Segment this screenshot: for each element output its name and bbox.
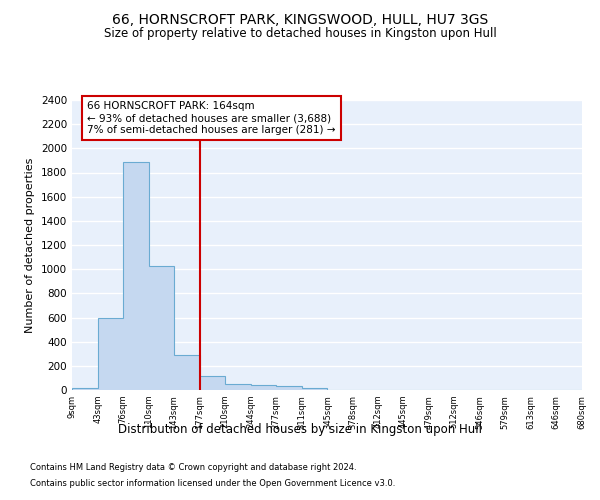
- Text: Contains HM Land Registry data © Crown copyright and database right 2024.: Contains HM Land Registry data © Crown c…: [30, 464, 356, 472]
- Text: Size of property relative to detached houses in Kingston upon Hull: Size of property relative to detached ho…: [104, 28, 496, 40]
- Text: Contains public sector information licensed under the Open Government Licence v3: Contains public sector information licen…: [30, 478, 395, 488]
- Text: 66, HORNSCROFT PARK, KINGSWOOD, HULL, HU7 3GS: 66, HORNSCROFT PARK, KINGSWOOD, HULL, HU…: [112, 12, 488, 26]
- Y-axis label: Number of detached properties: Number of detached properties: [25, 158, 35, 332]
- Text: Distribution of detached houses by size in Kingston upon Hull: Distribution of detached houses by size …: [118, 422, 482, 436]
- Text: 66 HORNSCROFT PARK: 164sqm
← 93% of detached houses are smaller (3,688)
7% of se: 66 HORNSCROFT PARK: 164sqm ← 93% of deta…: [88, 102, 336, 134]
